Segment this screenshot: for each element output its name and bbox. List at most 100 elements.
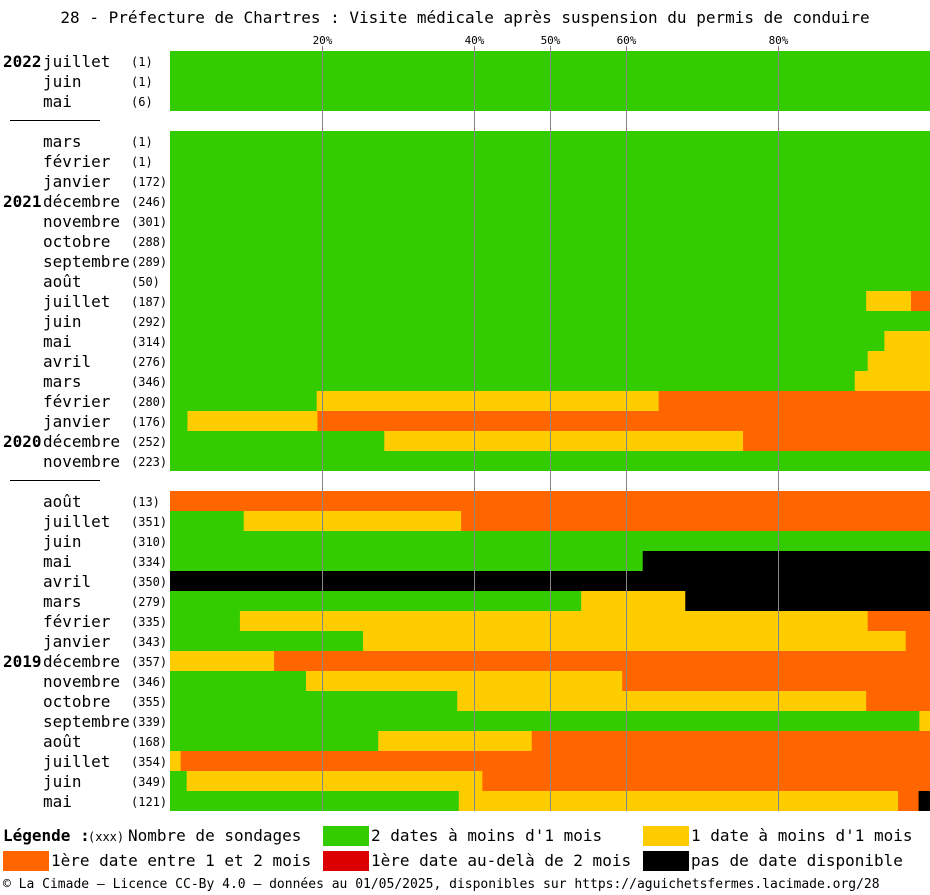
- bar-segment-green: [170, 631, 364, 651]
- month-label: octobre: [43, 692, 111, 711]
- bar-segment-green: [170, 731, 379, 751]
- count-label: (350): [131, 575, 168, 589]
- bar-segment-yellow: [867, 351, 930, 371]
- count-label: (357): [131, 655, 168, 669]
- month-label: juin: [43, 532, 82, 551]
- month-label: janvier: [43, 412, 111, 431]
- month-label: mars: [43, 372, 82, 391]
- count-label: (168): [131, 735, 168, 749]
- bar-segment-yellow: [884, 331, 930, 351]
- bar-segment-orange: [866, 691, 930, 711]
- month-label: novembre: [43, 212, 121, 231]
- bar-segment-orange: [274, 651, 930, 671]
- count-label: (334): [131, 555, 168, 569]
- legend-title: Légende :: [3, 826, 90, 845]
- count-label: (176): [131, 415, 168, 429]
- tick-label: 60%: [617, 34, 637, 47]
- bar-segment-orange: [180, 751, 930, 771]
- bar-segment-yellow: [187, 411, 318, 431]
- month-label: août: [43, 732, 82, 751]
- month-label: mai: [43, 332, 72, 351]
- count-label: (50): [131, 275, 160, 289]
- bar-segment-green: [170, 351, 869, 371]
- bar-segment-black: [918, 791, 930, 811]
- legend-count-label: Nombre de sondages: [128, 826, 302, 845]
- count-label: (346): [131, 675, 168, 689]
- count-label: (335): [131, 615, 168, 629]
- bar-segment-orange: [898, 791, 920, 811]
- bar-segment-green: [170, 511, 245, 531]
- count-label: (1): [131, 135, 153, 149]
- bar-segment-yellow: [363, 631, 907, 651]
- year-label: 2022: [3, 52, 42, 71]
- count-label: (279): [131, 595, 168, 609]
- bar-segment-yellow: [458, 791, 899, 811]
- month-label: janvier: [43, 172, 111, 191]
- count-label: (343): [131, 635, 168, 649]
- legend-count-key: (xxx): [88, 830, 125, 844]
- legend-label-green: 2 dates à moins d'1 mois: [371, 826, 603, 845]
- bar-segment-yellow: [316, 391, 660, 411]
- bar-segment-green: [170, 291, 867, 311]
- bar-segment-orange: [867, 611, 930, 631]
- bar-segment-black: [642, 551, 930, 571]
- month-label: août: [43, 272, 82, 291]
- count-label: (351): [131, 515, 168, 529]
- legend-label-yellow: 1 date à moins d'1 mois: [691, 826, 913, 845]
- legend-swatch-orange: [3, 851, 49, 871]
- month-label: novembre: [43, 672, 121, 691]
- tick-label: 50%: [541, 34, 561, 47]
- bar-segment-yellow: [170, 751, 182, 771]
- month-label: janvier: [43, 632, 111, 651]
- bar-segment-green: [170, 391, 318, 411]
- month-label: août: [43, 492, 82, 511]
- bar-segment-yellow: [378, 731, 533, 751]
- bar-segment-orange: [911, 291, 930, 311]
- count-label: (280): [131, 395, 168, 409]
- count-label: (346): [131, 375, 168, 389]
- month-label: septembre: [43, 252, 130, 271]
- bar-segment-green: [170, 711, 920, 731]
- month-label: février: [43, 612, 111, 631]
- bar-segment-green: [170, 771, 188, 791]
- bar-segment-yellow: [239, 611, 869, 631]
- month-label: décembre: [43, 432, 121, 451]
- month-label: décembre: [43, 652, 121, 671]
- tick-label: 20%: [313, 34, 333, 47]
- month-label: mars: [43, 592, 82, 611]
- bar-segment-green: [170, 691, 458, 711]
- legend-label-red: 1ère date au-delà de 2 mois: [371, 851, 632, 870]
- footer-credits: © La Cimade – Licence CC-By 4.0 – donnée…: [3, 877, 880, 892]
- bar-segment-green: [170, 671, 307, 691]
- count-label: (301): [131, 215, 168, 229]
- month-label: novembre: [43, 452, 121, 471]
- count-label: (339): [131, 715, 168, 729]
- bar-segment-orange: [658, 391, 930, 411]
- month-label: février: [43, 392, 111, 411]
- bar-segment-yellow: [186, 771, 483, 791]
- count-label: (314): [131, 335, 168, 349]
- count-label: (172): [131, 175, 168, 189]
- count-label: (121): [131, 795, 168, 809]
- bar-segment-green: [170, 591, 582, 611]
- bar-segment-yellow: [384, 431, 744, 451]
- count-label: (223): [131, 455, 168, 469]
- bar-segment-green: [170, 371, 856, 391]
- bar-segment-black: [685, 591, 930, 611]
- legend-label-black: pas de date disponible: [691, 851, 903, 870]
- count-label: (288): [131, 235, 168, 249]
- count-label: (276): [131, 355, 168, 369]
- month-label: décembre: [43, 192, 121, 211]
- month-label: mai: [43, 792, 72, 811]
- year-label: 2021: [3, 192, 42, 211]
- month-label: octobre: [43, 232, 111, 251]
- month-label: février: [43, 152, 111, 171]
- year-label: 2020: [3, 432, 42, 451]
- bar-segment-yellow: [306, 671, 623, 691]
- legend-swatch-yellow: [643, 826, 689, 846]
- month-label: juin: [43, 772, 82, 791]
- bar-segment-orange: [461, 511, 930, 531]
- bar-segment-yellow: [866, 291, 912, 311]
- bar-segment-green: [170, 611, 241, 631]
- month-label: juin: [43, 312, 82, 331]
